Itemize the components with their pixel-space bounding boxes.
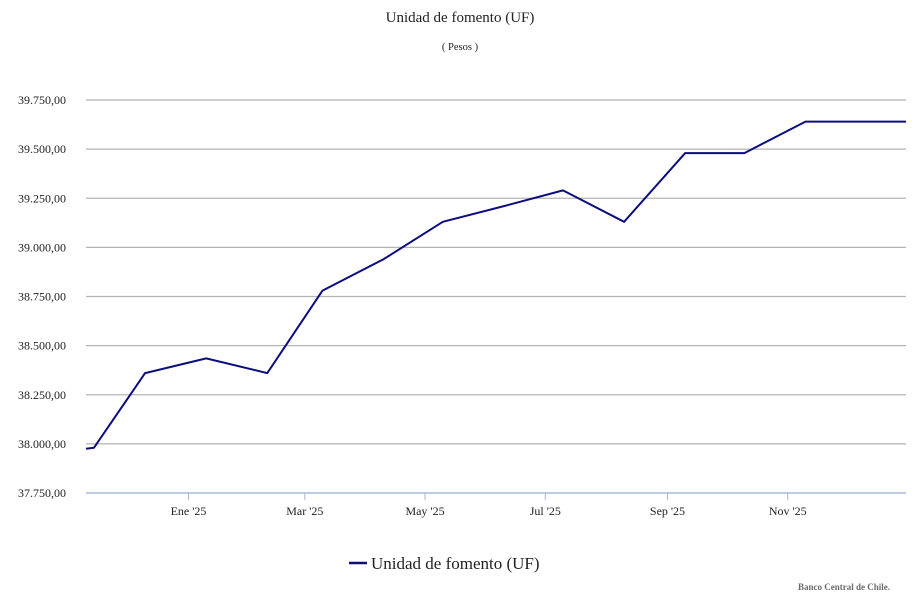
y-tick-label: 38.500,00: [18, 339, 66, 353]
y-tick-label: 39.250,00: [18, 191, 66, 205]
y-tick-label: 37.750,00: [18, 486, 66, 500]
chart-subtitle: ( Pesos ): [442, 42, 479, 53]
x-tick-label: May '25: [405, 504, 444, 518]
x-tick-label: Mar '25: [286, 504, 323, 518]
y-tick-label: 38.250,00: [18, 388, 66, 402]
legend-label: Unidad de fomento (UF): [371, 554, 540, 573]
grid-lines: [86, 99, 906, 494]
x-tick-label: Sep '25: [650, 504, 685, 518]
credit-text: Banco Central de Chile.: [798, 582, 890, 592]
y-tick-label: 39.750,00: [18, 93, 66, 107]
series-layer: [85, 120, 906, 450]
x-tick-label: Nov '25: [769, 504, 807, 518]
y-tick-label: 39.000,00: [18, 240, 66, 254]
series-line-uf[interactable]: [85, 120, 906, 450]
legend[interactable]: Unidad de fomento (UF): [349, 554, 540, 573]
y-axis-ticks: 37.750,00 38.000,00 38.250,00 38.500,00 38.7…: [18, 93, 66, 500]
chart-title: Unidad de fomento (UF): [386, 10, 535, 26]
x-tick-label: Jul '25: [530, 504, 561, 518]
y-tick-label: 38.000,00: [18, 437, 66, 451]
y-tick-label: 38.750,00: [18, 290, 66, 304]
x-axis-ticks: Ene '25 Mar '25 May '25 Jul '25 Sep '25 Nov '…: [171, 493, 807, 518]
x-tick-label: Ene '25: [171, 504, 207, 518]
y-tick-label: 39.500,00: [18, 142, 66, 156]
